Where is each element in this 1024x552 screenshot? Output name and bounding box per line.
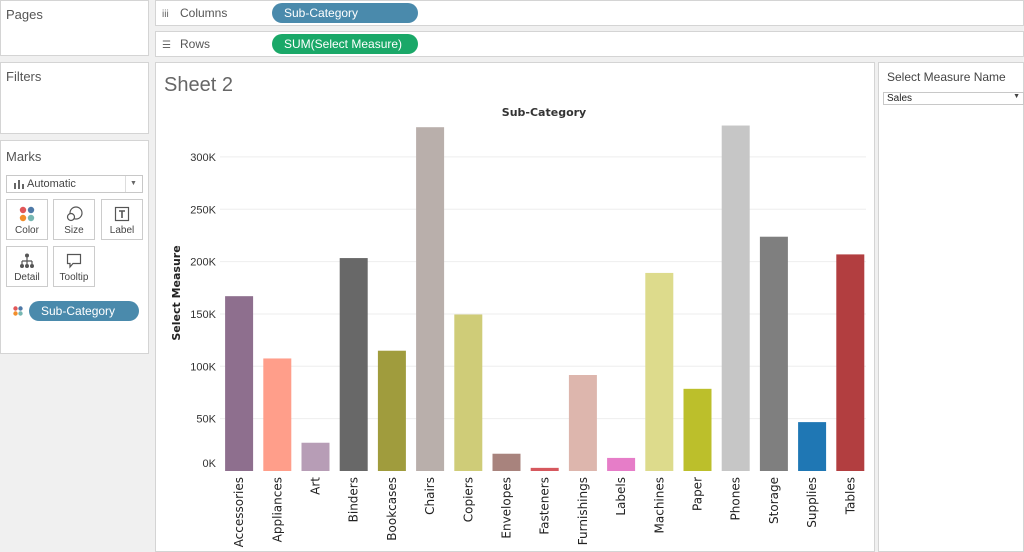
x-tick-label: Bookcases: [385, 477, 399, 541]
tooltip-button[interactable]: Tooltip: [53, 246, 95, 287]
filters-title: Filters: [6, 69, 42, 84]
x-tick-label: Binders: [347, 477, 361, 522]
detail-icon: [20, 253, 34, 268]
bar: [683, 388, 712, 471]
tooltip-button-label: Tooltip: [59, 272, 89, 283]
bar: [530, 467, 559, 471]
parameter-panel: Select Measure Name Sales ▼: [878, 62, 1024, 552]
color-button[interactable]: Color: [6, 199, 48, 240]
bar: [301, 442, 330, 471]
y-tick-label: 50K: [196, 414, 216, 426]
y-tick-label: 300K: [190, 152, 216, 164]
x-tick-label: Appliances: [270, 477, 284, 542]
bar: [377, 350, 406, 471]
rows-shelf[interactable]: ☰ Rows SUM(Select Measure): [155, 31, 1024, 57]
y-tick-label: 100K: [190, 361, 216, 373]
color-encoding-icon: [13, 306, 23, 316]
measure-select-value: Sales: [887, 93, 913, 104]
y-tick-label: 0K: [203, 458, 217, 470]
columns-pill[interactable]: Sub-Category: [272, 3, 418, 23]
size-icon: [66, 206, 83, 222]
bar: [225, 296, 254, 471]
marks-title: Marks: [6, 149, 42, 164]
x-tick-label: Storage: [767, 477, 781, 524]
x-tick-label: Tables: [843, 477, 857, 515]
columns-label-text: Columns: [180, 6, 228, 20]
bar: [836, 254, 865, 471]
parameter-title: Select Measure Name: [887, 70, 1006, 84]
x-tick-label: Furnishings: [576, 477, 590, 545]
x-tick-label: Machines: [652, 477, 666, 533]
x-tick-label: Envelopes: [500, 477, 514, 539]
color-button-label: Color: [15, 225, 39, 236]
measure-select[interactable]: Sales ▼: [883, 92, 1024, 105]
chevron-down-icon[interactable]: ▼: [125, 176, 141, 192]
y-axis-label: Select Measure: [170, 245, 183, 340]
bar: [492, 453, 521, 471]
bar: [263, 358, 292, 471]
bar: [645, 272, 674, 471]
bar: [416, 127, 445, 471]
columns-shelf[interactable]: iii Columns Sub-Category: [155, 0, 1024, 26]
label-button-label: Label: [109, 225, 135, 236]
bar-chart-icon: [14, 180, 24, 189]
detail-button[interactable]: Detail: [6, 246, 48, 287]
x-tick-label: Accessories: [232, 477, 246, 547]
x-tick-label: Copiers: [461, 477, 475, 522]
x-tick-label: Chairs: [423, 477, 437, 515]
rows-pill[interactable]: SUM(Select Measure): [272, 34, 418, 54]
rows-icon: ☰: [162, 40, 171, 51]
tooltip-icon: [66, 253, 82, 269]
bar: [339, 258, 368, 471]
marks-panel: Marks Automatic ▼ Color Size Label Detai…: [0, 140, 149, 354]
filters-panel[interactable]: Filters: [0, 62, 149, 134]
x-tick-label: Fasteners: [538, 477, 552, 535]
color-field-pill[interactable]: Sub-Category: [29, 301, 139, 321]
detail-button-label: Detail: [14, 272, 40, 283]
mark-type-label: Automatic: [27, 178, 76, 190]
color-icon: [19, 206, 35, 222]
x-tick-label: Supplies: [805, 477, 819, 528]
mark-type-dropdown[interactable]: Automatic ▼: [6, 175, 143, 193]
size-button-label: Size: [64, 225, 84, 236]
view-canvas: Sheet 2 0K 50K 100K 150K 200K 250K 300K Sub-Cat…: [155, 62, 875, 552]
rows-label-text: Rows: [180, 37, 211, 51]
bar: [721, 125, 750, 471]
label-button[interactable]: Label: [101, 199, 143, 240]
x-tick-label: Phones: [729, 477, 743, 520]
y-tick-label: 250K: [190, 204, 216, 216]
bar: [568, 375, 597, 471]
y-tick-label: 150K: [190, 309, 216, 321]
bar: [607, 457, 636, 471]
x-tick-label: Paper: [691, 477, 705, 511]
y-tick-label: 200K: [190, 257, 216, 269]
bar: [798, 422, 827, 471]
bar: [759, 236, 788, 471]
chart-title: Sub-Category: [502, 106, 586, 119]
pages-title: Pages: [6, 7, 43, 22]
label-icon: [114, 206, 130, 222]
sheet-title: Sheet 2: [164, 74, 233, 96]
columns-icon: iii: [162, 9, 169, 20]
bar-chart: 0K 50K 100K 150K 200K 250K 300K Sub-Category Sel…: [170, 106, 866, 547]
rows-label: ☰ Rows: [162, 37, 210, 51]
size-button[interactable]: Size: [53, 199, 95, 240]
x-tick-label: Art: [309, 477, 323, 495]
x-tick-label: Labels: [614, 477, 628, 516]
pages-panel: Pages: [0, 0, 149, 56]
chevron-down-icon: ▼: [1013, 93, 1020, 100]
columns-label: iii Columns: [162, 6, 227, 20]
bar: [454, 314, 483, 471]
